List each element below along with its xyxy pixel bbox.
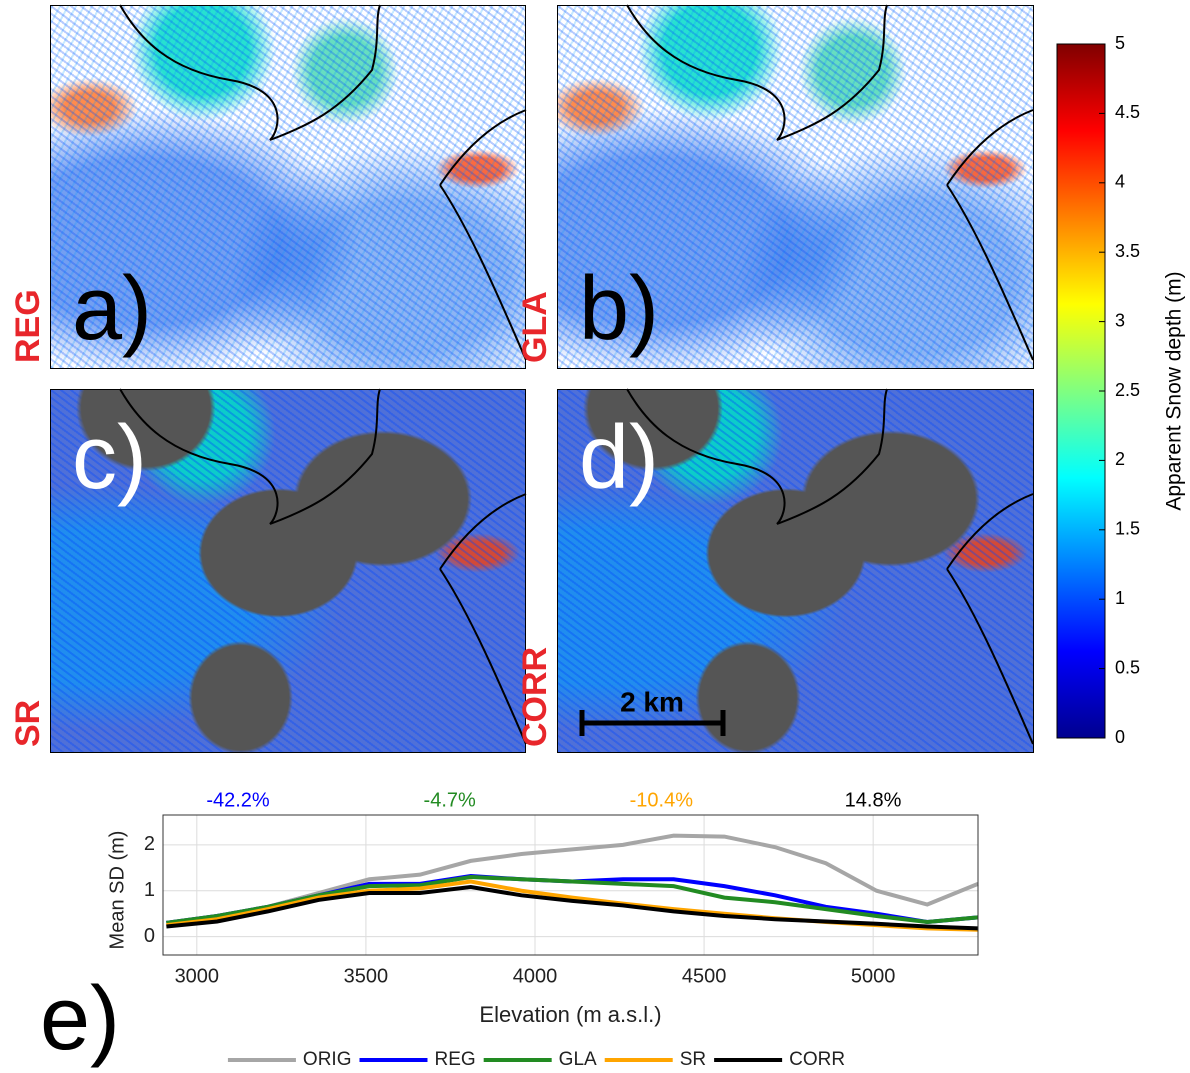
coastlines — [119, 4, 1034, 745]
panel-label: e) — [40, 969, 120, 1069]
scale-label: 2 km — [620, 686, 684, 717]
panel-label: d) — [579, 408, 659, 508]
panel-label: c) — [72, 408, 147, 508]
panel-label: b) — [579, 259, 659, 359]
scale-bar: 2 km — [579, 686, 726, 736]
annotation: 14.8% — [845, 789, 902, 811]
legend-label: CORR — [789, 1049, 845, 1070]
x-tick-label: 5000 — [851, 965, 896, 987]
panel-label: a) — [72, 259, 152, 359]
x-tick-label: 4000 — [513, 965, 558, 987]
legend-label: SR — [680, 1049, 706, 1070]
colorbar-tick-label: 5 — [1115, 33, 1125, 53]
plot-area — [163, 815, 978, 955]
map-panel — [50, 389, 526, 753]
legend-label: REG — [434, 1049, 475, 1070]
colorbar-tick-label: 4 — [1115, 172, 1125, 192]
legend-label: GLA — [559, 1049, 597, 1070]
colorbar-tick-label: 0.5 — [1115, 657, 1140, 677]
series-line — [166, 885, 979, 931]
colorbar-tick-label: 2.5 — [1115, 380, 1140, 400]
map-panel — [50, 5, 526, 369]
legend-label: ORIG — [303, 1049, 352, 1070]
annotation: -4.7% — [424, 789, 476, 811]
colorbar-tick-label: 1 — [1115, 588, 1125, 608]
colorbar-tick-label: 4.5 — [1115, 102, 1140, 122]
map-panel — [557, 389, 1034, 753]
annotation: -10.4% — [630, 789, 694, 811]
colorbar — [1056, 43, 1106, 739]
method-label: REG — [9, 289, 47, 363]
colorbar-tick-label: 0 — [1115, 727, 1125, 747]
x-axis-label: Elevation (m a.s.l.) — [479, 1002, 661, 1027]
annotation: -42.2% — [206, 789, 270, 811]
method-label: GLA — [516, 291, 554, 363]
x-tick-label: 3500 — [344, 965, 389, 987]
colorbar-tick-label: 3 — [1115, 310, 1125, 330]
colorbar-tick-label: 3.5 — [1115, 241, 1140, 261]
colorbar-label: Apparent Snow depth (m) — [1163, 271, 1186, 510]
plot-frame — [162, 814, 979, 956]
x-tick-label: 3000 — [175, 965, 220, 987]
series-line — [166, 874, 979, 925]
method-label: SR — [9, 700, 47, 747]
y-tick-label: 0 — [144, 925, 155, 947]
colorbar-tick-label: 1.5 — [1115, 519, 1140, 539]
y-tick-label: 1 — [144, 879, 155, 901]
y-tick-label: 2 — [144, 833, 155, 855]
method-label: CORR — [516, 647, 554, 747]
y-axis-label: Mean SD (m) — [106, 831, 128, 950]
map-panel — [557, 5, 1034, 369]
colorbar-tick-label: 2 — [1115, 449, 1125, 469]
legend: ORIG REG GLA SR CORR — [227, 1049, 845, 1070]
x-tick-label: 4500 — [682, 965, 727, 987]
